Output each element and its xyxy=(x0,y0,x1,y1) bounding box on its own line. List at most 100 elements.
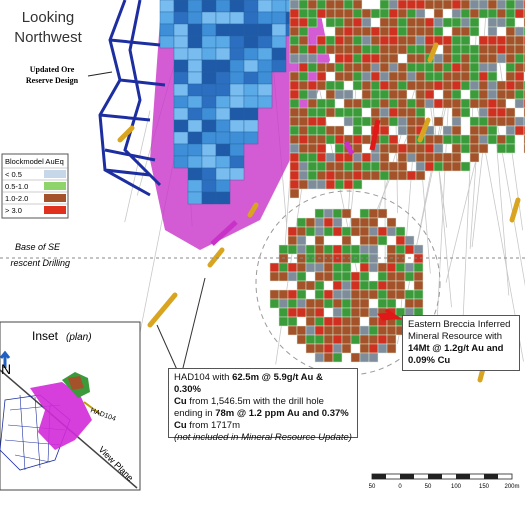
grade-block xyxy=(377,262,388,273)
grade-block xyxy=(496,134,507,145)
reserve-block xyxy=(257,71,273,85)
grade-block xyxy=(307,8,318,19)
grade-block xyxy=(388,26,399,37)
reserve-block xyxy=(159,23,175,37)
legend: Blockmodel AuEq < 0.5 0.5-1.0 1.0-2.0 > 3.0 xyxy=(1,153,69,219)
grade-block xyxy=(404,262,415,273)
grade-block xyxy=(334,17,345,28)
grade-block xyxy=(352,98,363,109)
grade-block xyxy=(424,80,435,91)
grade-block xyxy=(289,179,300,190)
grade-block xyxy=(379,98,390,109)
grade-block xyxy=(305,343,316,354)
grade-block xyxy=(370,62,381,73)
grade-block xyxy=(487,35,498,46)
grade-block xyxy=(305,244,316,255)
grade-block xyxy=(361,80,372,91)
grade-block xyxy=(451,17,462,28)
grade-block xyxy=(370,26,381,37)
reserve-block xyxy=(243,0,259,13)
grade-block xyxy=(406,80,417,91)
grade-block xyxy=(451,98,462,109)
grade-block xyxy=(368,352,379,363)
grade-block xyxy=(377,226,388,237)
grade-block xyxy=(460,53,471,64)
grade-block xyxy=(289,26,300,37)
grade-block xyxy=(307,116,318,127)
reserve-block xyxy=(187,155,203,169)
grade-block xyxy=(397,0,408,10)
grade-block xyxy=(334,134,345,145)
grade-block xyxy=(397,26,408,37)
reserve-block xyxy=(243,47,259,61)
grade-block xyxy=(397,161,408,172)
grade-block xyxy=(386,271,397,282)
grade-block xyxy=(487,107,498,118)
callout-line: Eastern Breccia Inferred xyxy=(408,319,511,330)
reserve-block xyxy=(201,0,217,13)
grade-block xyxy=(370,98,381,109)
reserve-block xyxy=(173,83,189,97)
grade-block xyxy=(298,62,309,73)
grade-block xyxy=(323,334,334,345)
grade-block xyxy=(323,298,334,309)
grade-block xyxy=(325,179,336,190)
reserve-block xyxy=(243,11,259,25)
grade-block xyxy=(469,152,480,163)
grade-block xyxy=(397,98,408,109)
grade-block xyxy=(289,134,300,145)
grade-block xyxy=(341,244,352,255)
grade-block xyxy=(323,217,334,228)
reserve-block xyxy=(257,11,273,25)
grade-block xyxy=(350,298,361,309)
grade-block xyxy=(451,44,462,55)
grade-block xyxy=(442,44,453,55)
grade-block xyxy=(460,8,471,19)
grade-block xyxy=(442,35,453,46)
grade-block xyxy=(377,289,388,300)
grade-block xyxy=(496,17,507,28)
grade-block xyxy=(298,125,309,136)
reserve-block xyxy=(229,131,245,145)
text: Cu xyxy=(174,396,187,407)
grade-block xyxy=(307,44,318,55)
reserve-block xyxy=(201,119,217,133)
grade-block xyxy=(334,71,345,82)
grade-block xyxy=(352,71,363,82)
text: Cu xyxy=(174,420,187,431)
grade-block xyxy=(451,125,462,136)
scale-segment xyxy=(456,474,470,479)
grade-block xyxy=(451,35,462,46)
ore-label: Reserve Design xyxy=(26,76,79,85)
grade-block xyxy=(307,161,318,172)
reserve-block xyxy=(243,131,259,145)
grade-block xyxy=(359,280,370,291)
grade-block xyxy=(379,35,390,46)
grade-block xyxy=(377,325,388,336)
reserve-block xyxy=(173,23,189,37)
grade-block xyxy=(298,53,309,64)
reserve-block xyxy=(243,59,259,73)
grade-block xyxy=(278,271,289,282)
grade-block xyxy=(298,35,309,46)
grade-block xyxy=(287,235,298,246)
grade-block xyxy=(469,17,480,28)
grade-block xyxy=(289,116,300,127)
reserve-block xyxy=(187,83,203,97)
grade-block xyxy=(415,35,426,46)
reserve-block xyxy=(159,0,175,13)
grade-block xyxy=(269,298,280,309)
grade-block xyxy=(361,35,372,46)
grade-block xyxy=(404,289,415,300)
grade-block xyxy=(505,71,516,82)
grade-block xyxy=(514,26,525,37)
grade-block xyxy=(424,161,435,172)
grade-block xyxy=(469,8,480,19)
grade-block xyxy=(370,35,381,46)
reserve-block xyxy=(215,167,231,181)
grade-block xyxy=(352,8,363,19)
drill-intercept xyxy=(117,125,135,143)
grade-block xyxy=(370,152,381,163)
grade-block xyxy=(433,98,444,109)
reserve-block xyxy=(257,35,273,49)
